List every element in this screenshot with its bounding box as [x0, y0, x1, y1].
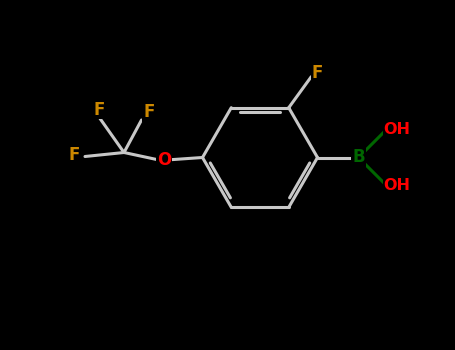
Text: OH: OH — [384, 121, 410, 136]
Text: OH: OH — [384, 178, 410, 194]
Text: F: F — [68, 147, 80, 164]
Text: F: F — [312, 64, 323, 82]
Text: B: B — [352, 148, 365, 167]
Text: F: F — [143, 104, 155, 121]
Text: F: F — [93, 100, 105, 119]
Text: O: O — [157, 151, 171, 169]
